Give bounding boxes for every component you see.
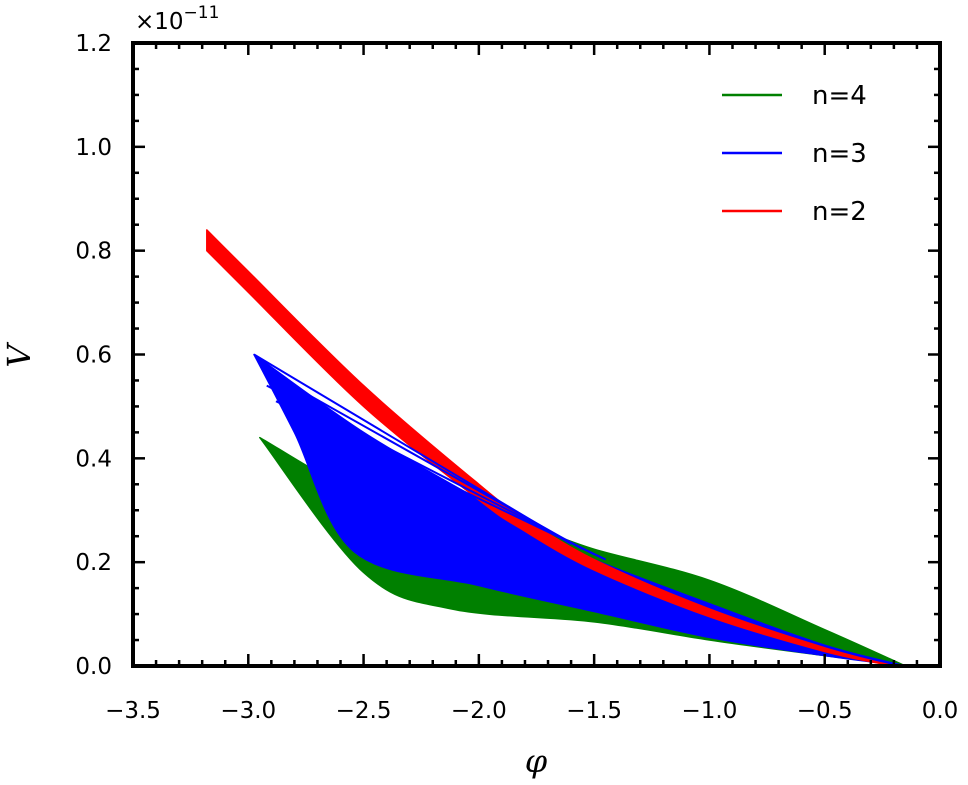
legend-label: n=2 [812, 197, 867, 227]
y-scale-multiplier: ×10−11 [135, 3, 219, 35]
x-tick-label: −1.0 [681, 698, 737, 724]
legend: n=4 n=3 n=2 [722, 81, 867, 227]
y-tick-label: 1.2 [75, 31, 112, 57]
y-tick-label: 0.0 [75, 654, 112, 680]
legend-label: n=3 [812, 139, 867, 169]
y-tick-label: 1.0 [75, 135, 112, 161]
y-axis-label: V [0, 342, 38, 368]
x-tick-labels: −3.5 −3.0 −2.5 −2.0 −1.5 −1.0 −0.5 0.0 [105, 698, 958, 724]
x-tick-label: −2.0 [451, 698, 507, 724]
y-tick-labels: 0.0 0.2 0.4 0.6 0.8 1.0 1.2 [75, 31, 112, 680]
legend-label: n=4 [812, 81, 867, 111]
plot-area [206, 229, 907, 667]
y-tick-label: 0.8 [75, 239, 112, 265]
legend-item-n4: n=4 [722, 81, 867, 111]
x-tick-label: −2.5 [336, 698, 392, 724]
curve-n3 [275, 400, 607, 561]
x-tick-label: −0.5 [797, 698, 853, 724]
x-tick-label: −3.0 [220, 698, 276, 724]
curve-n3 [266, 384, 595, 556]
y-tick-label: 0.4 [75, 446, 112, 472]
x-axis-label: φ [525, 742, 548, 780]
y-tick-label: 0.2 [75, 550, 112, 576]
legend-item-n2: n=2 [722, 197, 867, 227]
y-tick-label: 0.6 [75, 343, 112, 369]
x-tick-label: 0.0 [922, 698, 959, 724]
curve-n3 [263, 369, 584, 551]
x-tick-label: −3.5 [105, 698, 161, 724]
legend-item-n3: n=3 [722, 139, 867, 169]
x-tick-label: −1.5 [566, 698, 622, 724]
plot-frame [131, 41, 942, 668]
